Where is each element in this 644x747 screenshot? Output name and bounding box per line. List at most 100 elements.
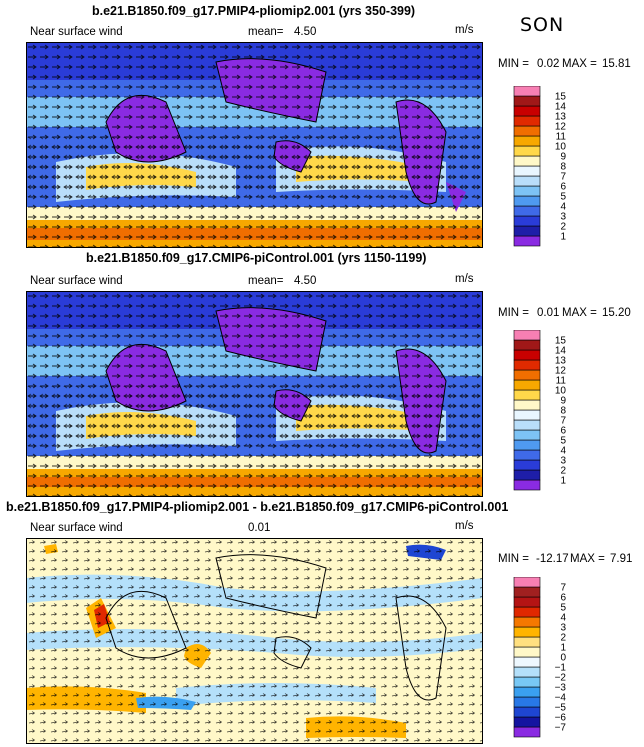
- colorbar-swatch-9: [513, 389, 541, 401]
- colorbar-swatches: [513, 86, 541, 247]
- colorbar-swatch-12: [513, 359, 541, 371]
- panel-2-variable: Near surface wind: [30, 275, 123, 287]
- colorbar-swatch-13: [513, 105, 541, 117]
- colorbar-tick-label: 1: [560, 476, 566, 487]
- colorbar-swatch-5: [513, 429, 541, 441]
- colorbar-swatch-13: [513, 596, 541, 608]
- colorbar-tick-label: 6: [560, 593, 566, 604]
- season-label: SON: [520, 14, 565, 36]
- colorbar-tick-label: 8: [560, 162, 566, 173]
- colorbar-swatch-8: [513, 646, 541, 658]
- colorbar-swatch-5: [513, 676, 541, 688]
- colorbar-tick-label: 5: [560, 603, 566, 614]
- panel-1-max: 15.81: [602, 58, 631, 70]
- colorbar-swatch-7: [513, 409, 541, 421]
- panel-1-max-label: MAX =: [562, 58, 597, 70]
- colorbar-swatch-2: [513, 215, 541, 227]
- colorbar-swatch-6: [513, 419, 541, 431]
- colorbar-tick-label: 11: [556, 376, 567, 387]
- colorbar-tick-label: 5: [560, 436, 566, 447]
- colorbar-swatch-1: [513, 716, 541, 728]
- colorbar-tick-label: 15: [555, 336, 567, 347]
- colorbar-tick-label: 14: [555, 102, 567, 113]
- colorbar-tick-label: 1: [560, 232, 566, 243]
- colorbar-tick-label: 13: [555, 112, 567, 123]
- colorbar-tick-label: 3: [560, 212, 566, 223]
- colorbar-swatch-8: [513, 399, 541, 411]
- colorbar-tick-label: 9: [560, 152, 566, 163]
- colorbar-swatch-0: [513, 479, 541, 491]
- panel-2-units: m/s: [455, 273, 474, 285]
- colorbar-tick-label: −1: [555, 663, 567, 674]
- colorbar-swatch-6: [513, 666, 541, 678]
- colorbar-swatch-3: [513, 205, 541, 217]
- colorbar-tick-label: −5: [555, 703, 567, 714]
- panel-2-min: 0.01: [537, 307, 560, 319]
- colorbar-swatch-3: [513, 696, 541, 708]
- colorbar-tick-label: 2: [560, 466, 566, 477]
- colorbar-swatch-12: [513, 606, 541, 618]
- colorbar-tick-label: 10: [555, 386, 567, 397]
- colorbar-tick-label: 6: [560, 182, 566, 193]
- panel-1-title: b.e21.B1850.f09_g17.PMIP4-pliomip2.001 (…: [92, 4, 416, 18]
- colorbar-swatch-8: [513, 155, 541, 167]
- colorbar-swatch-12: [513, 115, 541, 127]
- panel-3-min-label: MIN =: [498, 553, 529, 565]
- panel-1-min-label: MIN =: [498, 58, 529, 70]
- panel-3-variable: Near surface wind: [30, 522, 123, 534]
- colorbar-tick-label: 4: [560, 202, 566, 213]
- panel-3-map: [26, 538, 483, 744]
- panel-1-variable: Near surface wind: [30, 26, 123, 38]
- colorbar-tick-label: 4: [560, 613, 566, 624]
- colorbar-tick-label: −3: [555, 683, 567, 694]
- panel-3-units: m/s: [455, 520, 474, 532]
- colorbar-swatch-10: [513, 626, 541, 638]
- colorbar-tick-label: 7: [560, 583, 566, 594]
- colorbar-tick-label: 2: [560, 633, 566, 644]
- colorbar-swatch-2: [513, 459, 541, 471]
- colorbar-tick-label: −6: [555, 713, 567, 724]
- panel-2-max: 15.20: [602, 307, 631, 319]
- colorbar-tick-label: 8: [560, 406, 566, 417]
- colorbar-swatches: [513, 577, 541, 738]
- colorbar-tick-label: 14: [555, 346, 567, 357]
- panel-2-min-label: MIN =: [498, 307, 529, 319]
- colorbar-swatch-0: [513, 235, 541, 247]
- panel-1-min: 0.02: [537, 58, 560, 70]
- colorbar-swatch-7: [513, 165, 541, 177]
- panel-2-mean-value: 4.50: [294, 275, 317, 287]
- colorbar-swatch-11: [513, 369, 541, 381]
- panel-3-min: -12.17: [536, 553, 569, 565]
- colorbar-tick-label: 3: [560, 623, 566, 634]
- colorbar-swatch-4: [513, 686, 541, 698]
- panel-2-title: b.e21.B1850.f09_g17.CMIP6-piControl.001 …: [86, 251, 427, 265]
- colorbar-swatch-15: [513, 330, 541, 341]
- colorbar-tick-label: 10: [555, 142, 567, 153]
- colorbar-swatch-7: [513, 656, 541, 668]
- colorbar-swatch-0: [513, 726, 541, 738]
- colorbar-swatch-14: [513, 586, 541, 598]
- panel-3-mean-value: 0.01: [248, 522, 271, 534]
- colorbar-swatch-9: [513, 636, 541, 648]
- panel-1-mean-value: 4.50: [294, 26, 317, 38]
- colorbar-tick-label: −2: [555, 673, 567, 684]
- panel-3-max-label: MAX =: [570, 553, 605, 565]
- colorbar-tick-label: 6: [560, 426, 566, 437]
- colorbar-swatch-6: [513, 175, 541, 187]
- colorbar-swatch-11: [513, 125, 541, 137]
- colorbar-tick-label: 12: [555, 366, 567, 377]
- panel-2-map: [26, 291, 483, 497]
- panel-1-mean-label: mean=: [248, 26, 284, 38]
- colorbar-tick-label: 9: [560, 396, 566, 407]
- colorbar-tick-label: 3: [560, 456, 566, 467]
- colorbar-swatch-14: [513, 339, 541, 351]
- colorbar-swatch-4: [513, 439, 541, 451]
- colorbar-tick-label: 4: [560, 446, 566, 457]
- colorbar-swatch-14: [513, 95, 541, 107]
- panel-1-map: [26, 42, 483, 248]
